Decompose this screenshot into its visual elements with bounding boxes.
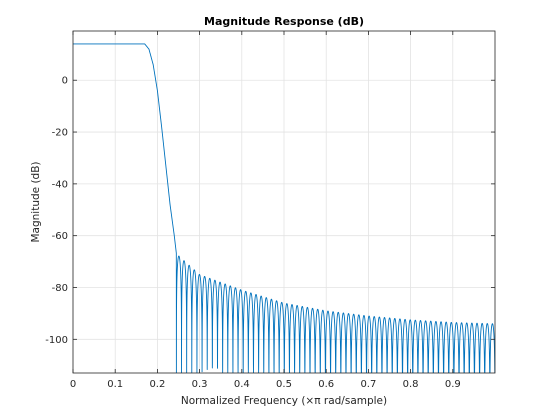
x-tick-label: 0.5 (276, 379, 292, 390)
y-tick-label: 0 (62, 76, 68, 87)
x-tick-label: 0.2 (149, 379, 165, 390)
x-tick-label: 0.4 (234, 379, 250, 390)
y-axis-label: Magnitude (dB) (30, 161, 42, 242)
chart-title: Magnitude Response (dB) (204, 15, 364, 28)
x-tick-label: 0.9 (445, 379, 461, 390)
x-tick-labels: 0 0.1 0.2 0.3 0.4 0.5 0.6 0.7 0.8 0.9 (70, 379, 461, 390)
x-tick-label: 0.8 (403, 379, 419, 390)
y-tick-label: -100 (45, 335, 68, 346)
x-tick-label: 0 (70, 379, 76, 390)
x-tick-label: 0.7 (360, 379, 376, 390)
y-tick-labels: 0 -20 -40 -60 -80 -100 (45, 76, 68, 346)
axis-ticks (72, 31, 495, 373)
magnitude-response-line (73, 43, 495, 373)
y-tick-label: -20 (52, 128, 68, 139)
x-tick-label: 0.1 (107, 379, 123, 390)
x-tick-label: 0.6 (318, 379, 334, 390)
x-tick-label: 0.3 (192, 379, 208, 390)
y-tick-label: -60 (52, 231, 68, 242)
response-curve-layer (73, 43, 495, 373)
y-tick-label: -80 (52, 283, 68, 294)
y-tick-label: -40 (52, 179, 68, 190)
x-axis-label: Normalized Frequency (×π rad/sample) (181, 395, 387, 407)
